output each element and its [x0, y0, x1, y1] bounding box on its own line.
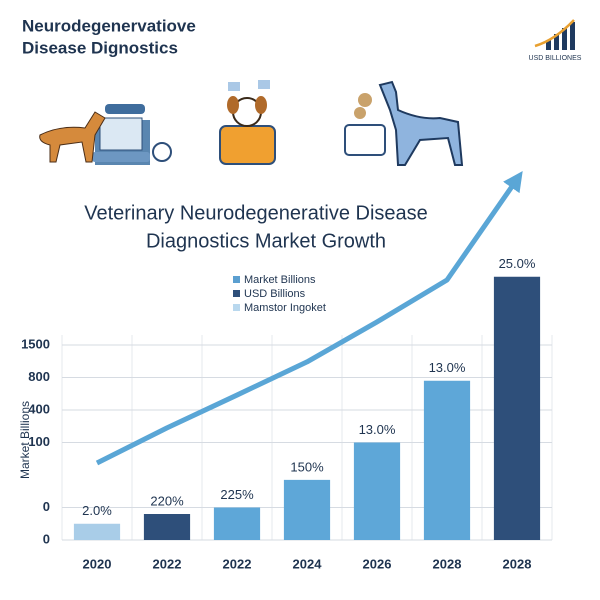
legend-label: Mamstor Ingoket	[244, 302, 326, 314]
x-tick-label: 2022	[223, 556, 252, 571]
bar	[213, 507, 261, 540]
legend-label: Market Billions	[244, 274, 316, 286]
annotation: 25.0%	[499, 256, 536, 271]
bar	[353, 442, 401, 540]
annotation: 13.0%	[359, 422, 396, 437]
chart-title: Veterinary Neurodegenerative Disease	[84, 202, 428, 224]
x-tick-label: 2026	[363, 556, 392, 571]
x-tick-label: 2024	[293, 556, 323, 571]
bar	[423, 380, 471, 540]
y-tick-label: 1500	[21, 336, 50, 351]
bar	[493, 276, 541, 540]
x-tick-label: 2020	[83, 556, 112, 571]
legend-swatch	[233, 290, 240, 297]
annotation: 150%	[290, 459, 324, 474]
y-tick-label: 0	[43, 531, 50, 546]
y-axis-label: Market Billions	[18, 401, 32, 479]
trend-line	[95, 171, 523, 466]
y-tick-label: 0	[43, 499, 50, 514]
bar	[283, 479, 331, 540]
x-tick-label: 2022	[153, 556, 182, 571]
legend-swatch	[233, 276, 240, 283]
annotation: 13.0%	[429, 360, 466, 375]
y-tick-label: 100	[28, 434, 50, 449]
header-title: Neurodegenervatiove	[22, 16, 196, 35]
x-tick-label: 2028	[433, 556, 462, 571]
bar	[143, 514, 191, 540]
legend-swatch	[233, 304, 240, 311]
logo-text: USD BILLIONES	[529, 55, 582, 62]
y-tick-label: 400	[28, 401, 50, 416]
annotation: 220%	[150, 493, 184, 508]
x-tick-label: 2028	[503, 556, 532, 571]
annotation: 2.0%	[82, 503, 112, 518]
y-tick-label: 800	[28, 369, 50, 384]
logo: USD BILLIONES	[529, 19, 582, 62]
annotation: 225%	[220, 487, 254, 502]
header-title: Disease Dignostics	[22, 38, 178, 57]
bar	[73, 523, 121, 540]
legend-label: USD Billions	[244, 288, 306, 300]
chart-title: Diagnostics Market Growth	[146, 230, 386, 252]
illustrations	[39, 80, 464, 166]
